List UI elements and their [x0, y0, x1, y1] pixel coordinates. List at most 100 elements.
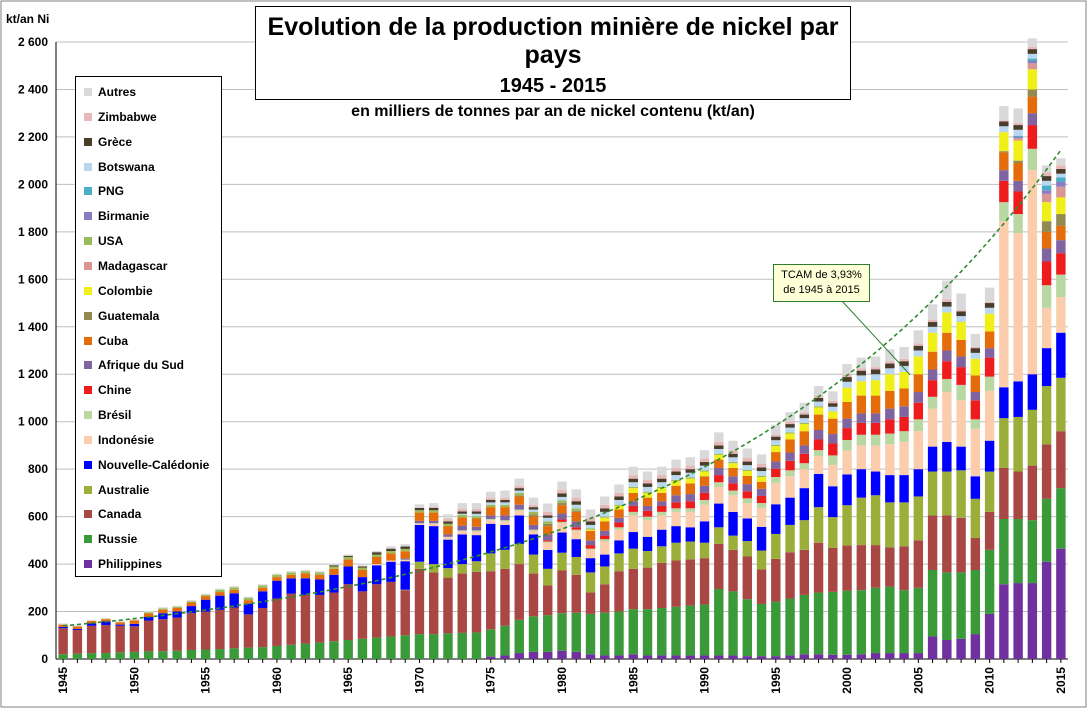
bar-segment-philippines — [771, 656, 781, 659]
bar-segment-russie — [400, 635, 410, 659]
bar-segment-cuba — [571, 511, 581, 522]
bar-segment-indon-sie — [585, 549, 596, 559]
bar-segment-gr-ce — [899, 361, 909, 366]
bar-segment-botswana — [699, 465, 710, 471]
bar-segment-afrique-du-sud — [771, 461, 781, 469]
bar-segment-nouvelle-cal-donie — [257, 591, 268, 608]
bar-segment-indon-sie — [486, 520, 496, 524]
bar-segment-usa — [628, 486, 638, 489]
bar-segment-autres — [956, 293, 966, 311]
bar-segment-afrique-du-sud — [457, 525, 467, 531]
bar-segment-canada — [728, 549, 738, 592]
bar-segment-usa — [642, 491, 653, 493]
bar-segment-canada — [243, 614, 254, 648]
bar-segment-chine — [799, 453, 810, 464]
bar-segment-afrique-du-sud — [1041, 248, 1052, 262]
bar-segment-autres — [486, 491, 496, 498]
bar-segment-cuba — [785, 439, 795, 453]
bar-segment-colombie — [842, 387, 852, 402]
bar-segment-russie — [414, 634, 425, 659]
bar-segment-zimbabwe — [528, 504, 539, 508]
bar-segment-botswana — [970, 352, 981, 359]
bar-segment-afrique-du-sud — [685, 494, 695, 502]
bar-segment-canada — [300, 594, 311, 644]
bar-segment-zimbabwe — [486, 497, 496, 501]
bar-segment-chine — [842, 428, 852, 440]
bar-segment-russie — [486, 629, 496, 657]
bar-segment-nouvelle-cal-donie — [614, 540, 624, 554]
bar-segment-br-sil — [970, 419, 981, 429]
bar-segment-chine — [899, 416, 909, 432]
x-tick-label: 2015 — [1054, 667, 1068, 694]
bar-segment-afrique-du-sud — [471, 526, 482, 531]
bar-segment-australie — [457, 564, 467, 574]
bar-segment-cuba — [272, 577, 282, 581]
bar-segment-usa — [372, 554, 382, 557]
bar-segment-botswana — [856, 375, 867, 382]
bar-segment-usa — [699, 470, 710, 472]
bar-segment-afrique-du-sud — [885, 408, 895, 420]
chart-subtitle: 1945 - 2015 — [499, 75, 607, 97]
bar-segment-russie — [500, 625, 510, 656]
y-axis-label: kt/an Ni — [6, 12, 50, 26]
bar-segment-br-sil — [642, 516, 653, 521]
bar-segment-usa — [714, 453, 724, 455]
bar-segment-autres — [1013, 108, 1023, 123]
bar-segment-colombie — [685, 478, 695, 484]
bar-segment-madagascar — [1027, 63, 1038, 70]
legend-swatch — [84, 510, 92, 519]
y-tick-label: 0 — [41, 652, 48, 666]
bar-segment-russie — [671, 606, 681, 656]
bar-segment-philippines — [642, 655, 653, 659]
chart-title: Evolution de la production minière de ni… — [267, 13, 839, 69]
bar-segment-chine — [628, 505, 638, 512]
bar-segment-russie — [372, 637, 382, 659]
bar-segment-cuba — [771, 452, 781, 462]
bar-segment-indon-sie — [372, 564, 382, 566]
bar-segment-indon-sie — [785, 476, 795, 498]
bar-segment-canada — [585, 592, 596, 614]
bar-segment-usa — [785, 432, 795, 434]
bar-segment-colombie — [828, 411, 838, 419]
bar-segment-australie — [1041, 386, 1052, 445]
bar-segment-br-sil — [471, 530, 482, 532]
bar-segment-gr-ce — [557, 493, 567, 497]
bar-segment-chine — [742, 491, 752, 499]
bar-segment-zimbabwe — [628, 475, 638, 479]
bar-segment-usa — [571, 508, 581, 511]
bar-segment-canada — [699, 558, 710, 605]
bar-segment-chine — [571, 527, 581, 530]
bar-segment-guatemala — [1041, 221, 1052, 232]
bar-segment-usa — [756, 475, 767, 477]
bar-segment-zimbabwe — [799, 412, 810, 415]
legend-label: Autres — [98, 85, 137, 99]
bar-segment-afrique-du-sud — [642, 505, 653, 511]
bar-segment-indon-sie — [714, 486, 724, 504]
bar-segment-botswana — [500, 502, 510, 505]
bar-segment-guatemala — [1027, 89, 1038, 97]
y-tick-label: 2 400 — [18, 82, 48, 96]
bar-segment-usa — [200, 594, 211, 597]
bar-segment-cuba — [642, 497, 653, 506]
bar-segment-russie — [799, 594, 810, 655]
bar-segment-canada — [357, 591, 368, 639]
bar-segment-australie — [856, 497, 867, 546]
bar-segment-cuba — [999, 152, 1009, 171]
bar-segment-canada — [58, 628, 68, 655]
bar-segment-zimbabwe — [1013, 122, 1023, 126]
bar-segment-russie — [443, 633, 453, 659]
bar-segment-canada — [999, 467, 1009, 519]
bar-segment-chine — [699, 492, 710, 501]
bar-segment-cuba — [856, 395, 867, 414]
bar-segment-nouvelle-cal-donie — [813, 473, 824, 508]
bar-segment-nouvelle-cal-donie — [115, 624, 125, 626]
bar-segment-chine — [600, 535, 610, 540]
bar-segment-canada — [870, 545, 881, 588]
legend-label: Guatemala — [98, 308, 160, 323]
bar-segment-nouvelle-cal-donie — [1013, 381, 1023, 417]
x-tick-label: 1955 — [199, 667, 213, 694]
bar-segment-australie — [942, 471, 952, 516]
bar-segment-afrique-du-sud — [486, 515, 496, 519]
bar-segment-png — [1056, 177, 1066, 183]
